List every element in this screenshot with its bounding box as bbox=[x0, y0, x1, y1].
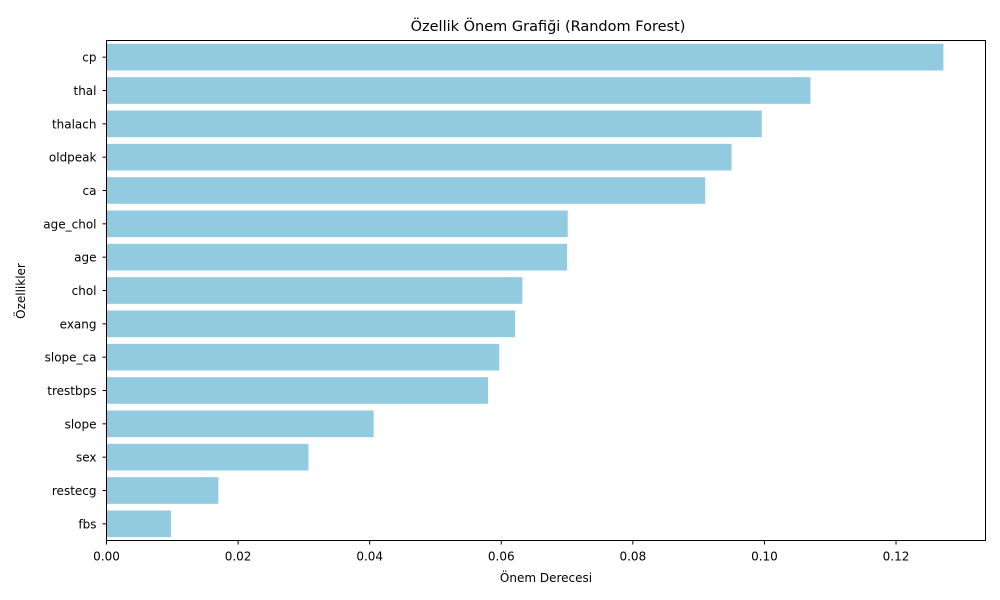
y-tick-label: thal bbox=[74, 84, 97, 98]
y-tick-label: oldpeak bbox=[49, 151, 97, 165]
y-tick-label: fbs bbox=[78, 517, 96, 531]
x-tick-label: 0.00 bbox=[93, 550, 120, 564]
x-tick-label: 0.10 bbox=[751, 550, 778, 564]
bar-sex bbox=[106, 443, 309, 471]
bar-thal bbox=[106, 77, 811, 104]
y-axis-title: Özellikler bbox=[12, 263, 28, 319]
y-tick-label: restecg bbox=[52, 484, 97, 498]
y-tick-label: sex bbox=[76, 451, 97, 465]
bar-fbs bbox=[106, 510, 171, 538]
bar-cp bbox=[106, 43, 944, 71]
x-tick-label: 0.04 bbox=[356, 550, 383, 564]
bar-chol bbox=[106, 277, 523, 304]
y-tick-label: slope bbox=[65, 417, 97, 431]
y-tick-label: trestbps bbox=[47, 384, 96, 398]
x-tick-layer: 0.00 0.02 0.04 0.06 0.08 0.10 0.12 bbox=[93, 540, 910, 564]
bar-slope_ca bbox=[106, 343, 500, 371]
y-tick-label: ca bbox=[83, 184, 97, 198]
y-tick-label: chol bbox=[72, 284, 97, 298]
y-tick-label: cp bbox=[82, 51, 96, 65]
bars-layer bbox=[106, 43, 944, 538]
x-axis-title: Önem Derecesi bbox=[500, 569, 592, 585]
bar-age bbox=[106, 243, 568, 271]
bar-ca bbox=[106, 177, 706, 204]
y-tick-label: age bbox=[74, 251, 96, 265]
y-tick-label: thalach bbox=[52, 117, 97, 131]
bar-exang bbox=[106, 310, 516, 338]
y-tick-label: slope_ca bbox=[45, 351, 97, 365]
x-tick-label: 0.06 bbox=[488, 550, 515, 564]
bar-trestbps bbox=[106, 377, 489, 404]
bar-restecg bbox=[106, 477, 219, 504]
bar-thalach bbox=[106, 110, 762, 138]
y-tick-label: age_chol bbox=[43, 217, 96, 231]
plot-frame bbox=[106, 40, 986, 541]
x-tick-label: 0.02 bbox=[225, 550, 252, 564]
x-tick-label: 0.12 bbox=[883, 550, 910, 564]
bar-slope bbox=[106, 410, 374, 438]
bar-oldpeak bbox=[106, 143, 732, 171]
bar-age_chol bbox=[106, 210, 568, 238]
x-tick-label: 0.08 bbox=[619, 550, 646, 564]
y-tick-label: exang bbox=[60, 317, 97, 331]
chart-title: Özellik Önem Grafiği (Random Forest) bbox=[411, 17, 686, 35]
